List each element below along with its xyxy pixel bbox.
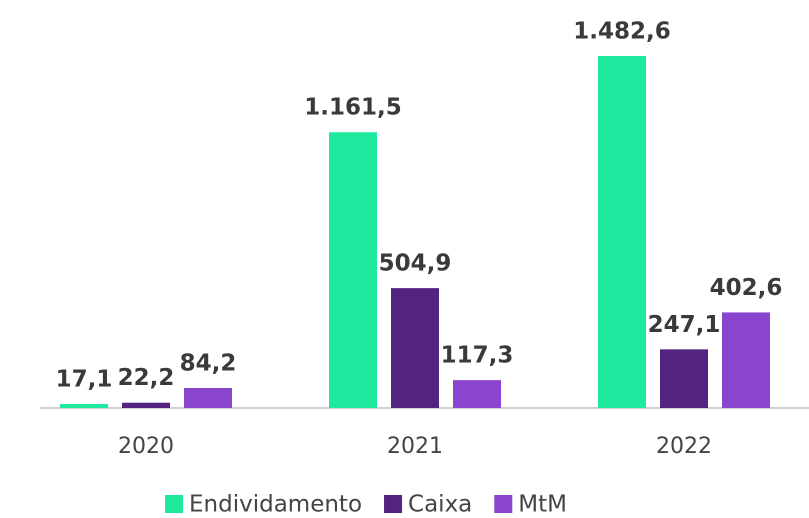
value-label: 117,3 [441, 343, 514, 369]
bar [329, 132, 377, 408]
legend-swatch [494, 495, 513, 513]
bar [598, 56, 646, 408]
bar [453, 380, 501, 408]
value-label: 84,2 [180, 351, 237, 377]
bar [122, 402, 170, 408]
x-tick-label: 2021 [387, 434, 443, 459]
legend-swatch [384, 495, 403, 513]
legend-label: Caixa [408, 492, 472, 518]
value-label: 22,2 [118, 365, 175, 391]
bar [660, 349, 708, 408]
value-label: 504,9 [379, 251, 452, 277]
legend-label: Endividamento [189, 492, 362, 518]
value-label: 1.482,6 [573, 19, 671, 45]
value-label: 402,6 [710, 275, 783, 301]
value-label: 247,1 [648, 312, 721, 338]
bar [391, 288, 439, 408]
bar [60, 403, 108, 408]
value-label: 1.161,5 [304, 95, 402, 121]
value-label: 17,1 [56, 366, 113, 392]
x-tick-label: 2022 [656, 434, 712, 459]
bar [184, 388, 232, 408]
legend-label: MtM [518, 492, 567, 518]
legend-swatch [165, 495, 183, 513]
x-tick-label: 2020 [118, 434, 174, 459]
bar [722, 312, 770, 408]
